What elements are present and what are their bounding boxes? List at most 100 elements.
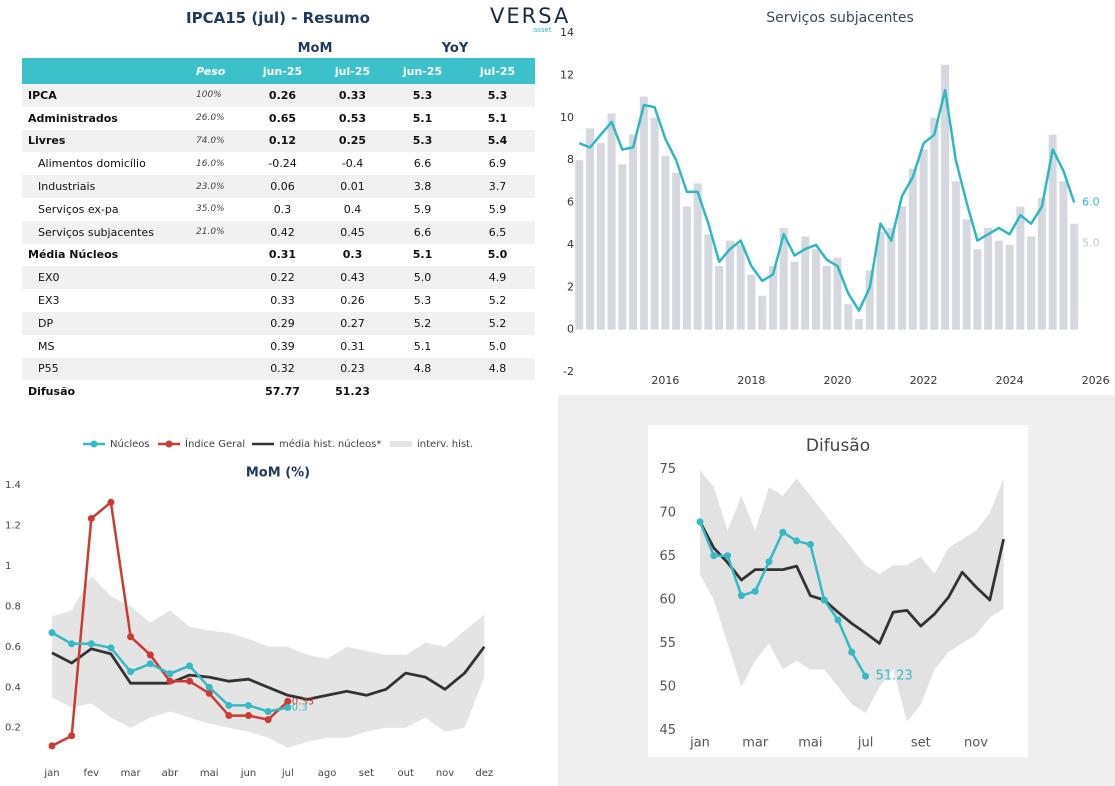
value-cell: 5.1	[412, 248, 433, 262]
y-tick-label: 1.4	[5, 480, 21, 491]
value-cell: 0.43	[320, 266, 385, 290]
marker	[751, 587, 759, 595]
value-cell: 3.8	[385, 175, 460, 198]
value-label: 6.0	[1082, 196, 1100, 209]
legend-marker	[90, 440, 98, 448]
value-cell: 5.2	[488, 294, 507, 308]
y-tick-label: 65	[659, 549, 676, 564]
bar	[736, 244, 745, 330]
table-row: Administrados 26.0% 0.65 0.53 5.1 5.1	[22, 107, 535, 130]
marker	[127, 633, 135, 641]
row-label: Administrados	[28, 111, 118, 125]
y-tick-label: 1	[5, 561, 11, 572]
weight-cell: 100%	[190, 84, 245, 107]
value-label: 5.0	[1082, 237, 1100, 250]
marker	[245, 701, 252, 709]
bar	[908, 168, 917, 330]
y-tick-label: 75	[659, 462, 676, 477]
x-tick-label: jul	[857, 736, 873, 751]
legend-label: interv. hist.	[417, 439, 473, 450]
row-label: Livres	[22, 129, 190, 153]
marker	[68, 640, 76, 648]
y-tick-label: 0.2	[5, 723, 21, 734]
marker	[205, 683, 213, 691]
y-tick-label: 8	[567, 153, 574, 166]
header-cell	[22, 58, 190, 84]
table-row: Industriais 23.0% 0.06 0.01 3.8 3.7	[22, 175, 535, 198]
marker	[848, 648, 856, 656]
bar	[639, 96, 648, 330]
y-tick-label: 0.6	[5, 642, 21, 653]
bar	[768, 266, 777, 330]
weight-cell: 16.0%	[196, 158, 225, 169]
marker	[107, 498, 115, 506]
value-cell: 0.23	[320, 357, 385, 381]
marker	[107, 644, 115, 652]
x-tick-label: out	[398, 768, 414, 779]
weight-cell	[190, 380, 245, 403]
row-label: EX0	[22, 266, 190, 290]
chart-title: Serviços subjacentes	[766, 10, 914, 26]
table-row: Serviços ex-pa 35.0% 0.3 0.4 5.9 5.9	[22, 198, 535, 221]
x-tick-label: mar	[121, 768, 142, 779]
table-row: EX0 0.22 0.43 5.0 4.9	[22, 266, 535, 290]
marker	[245, 712, 252, 720]
x-tick-label: nov	[964, 736, 988, 751]
bar	[1059, 181, 1068, 330]
x-tick-label: jun	[240, 768, 256, 779]
value-cell: 57.77	[265, 385, 300, 399]
bar	[973, 249, 982, 330]
weight-cell: 74.0%	[190, 129, 245, 153]
table-row: Média Núcleos 0.31 0.3 5.1 5.0	[22, 244, 535, 267]
value-cell: 6.6	[385, 220, 460, 244]
bar	[962, 219, 971, 330]
bar	[758, 295, 767, 330]
bar	[994, 240, 1003, 330]
y-tick-label: 10	[560, 111, 574, 124]
marker	[806, 540, 814, 548]
value-cell: 0.25	[320, 129, 385, 153]
value-cell: 0.32	[245, 357, 320, 381]
x-tick-label: mai	[200, 768, 219, 779]
bar	[672, 172, 681, 330]
chart-difusao: Difusão 45 50 55 60 65 70 75 jan mar mai jul set nov 5…	[659, 436, 1005, 751]
legend-swatch	[390, 441, 412, 447]
bar	[951, 181, 960, 330]
column-header: jun-25	[245, 58, 320, 84]
marker	[146, 660, 154, 668]
marker	[166, 677, 174, 685]
x-tick-label: jul	[281, 768, 294, 779]
bar	[715, 266, 724, 330]
value-cell: 6.9	[488, 157, 507, 171]
y-tick-label: 50	[659, 679, 676, 694]
y-tick-label: 1.2	[5, 521, 21, 532]
x-tick-label: set	[911, 736, 931, 751]
x-tick-label: dez	[475, 768, 493, 779]
chart-servicos: Serviços subjacentes -2 0 2 4 6 8 10 12 14 2016 201…	[560, 10, 1110, 387]
marker	[737, 592, 745, 600]
bar	[930, 117, 939, 330]
bar	[984, 227, 993, 330]
value-label: 51.23	[876, 669, 913, 684]
bar	[865, 270, 874, 330]
group-header: YoY	[441, 41, 469, 56]
y-tick-label: 14	[560, 26, 574, 39]
bar	[854, 319, 864, 330]
weight-cell: 26.0%	[196, 113, 225, 124]
table-row: EX3 0.33 0.26 5.3 5.2	[22, 289, 535, 312]
header-row: Peso jun-25 jul-25 jun-25 jul-25	[22, 58, 535, 84]
row-label: EX3	[38, 294, 60, 308]
x-tick-label: 2024	[996, 374, 1024, 387]
value-cell: 0.27	[320, 311, 385, 335]
value-cell: 0.3	[342, 248, 363, 262]
value-cell: 0.31	[268, 248, 297, 262]
x-tick-label: 2026	[1082, 374, 1110, 387]
legend-label: Índice Geral	[185, 437, 245, 450]
value-cell: 5.0	[488, 339, 507, 353]
row-label: Difusão	[28, 385, 76, 399]
marker	[284, 703, 292, 711]
bar	[941, 64, 950, 330]
marker	[48, 629, 56, 637]
marker	[264, 716, 272, 724]
y-tick-label: 6	[567, 196, 574, 209]
